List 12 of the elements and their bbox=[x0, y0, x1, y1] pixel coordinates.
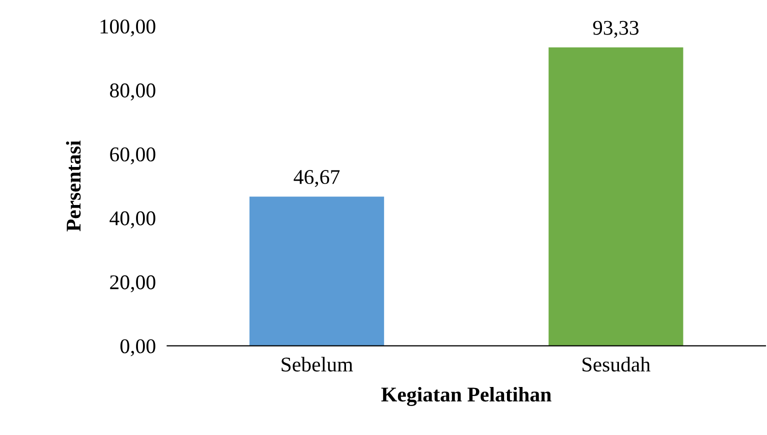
y-axis-title: Persentasi bbox=[66, 140, 81, 232]
x-axis-title: Kegiatan Pelatihan bbox=[381, 386, 552, 406]
y-tick-label: 40,00 bbox=[110, 211, 156, 228]
y-tick-label: 20,00 bbox=[110, 275, 156, 292]
y-tick-label: 100,00 bbox=[100, 19, 156, 37]
data-label: 46,67 bbox=[294, 170, 340, 188]
x-tick-label: Sesudah bbox=[582, 356, 650, 372]
y-tick-label: 80,00 bbox=[110, 83, 156, 100]
data-label: 93,33 bbox=[593, 20, 639, 38]
x-tick-label: Sebelum bbox=[282, 356, 353, 372]
y-tick-label: 60,00 bbox=[110, 147, 156, 164]
y-tick-label: 0,00 bbox=[120, 339, 156, 356]
